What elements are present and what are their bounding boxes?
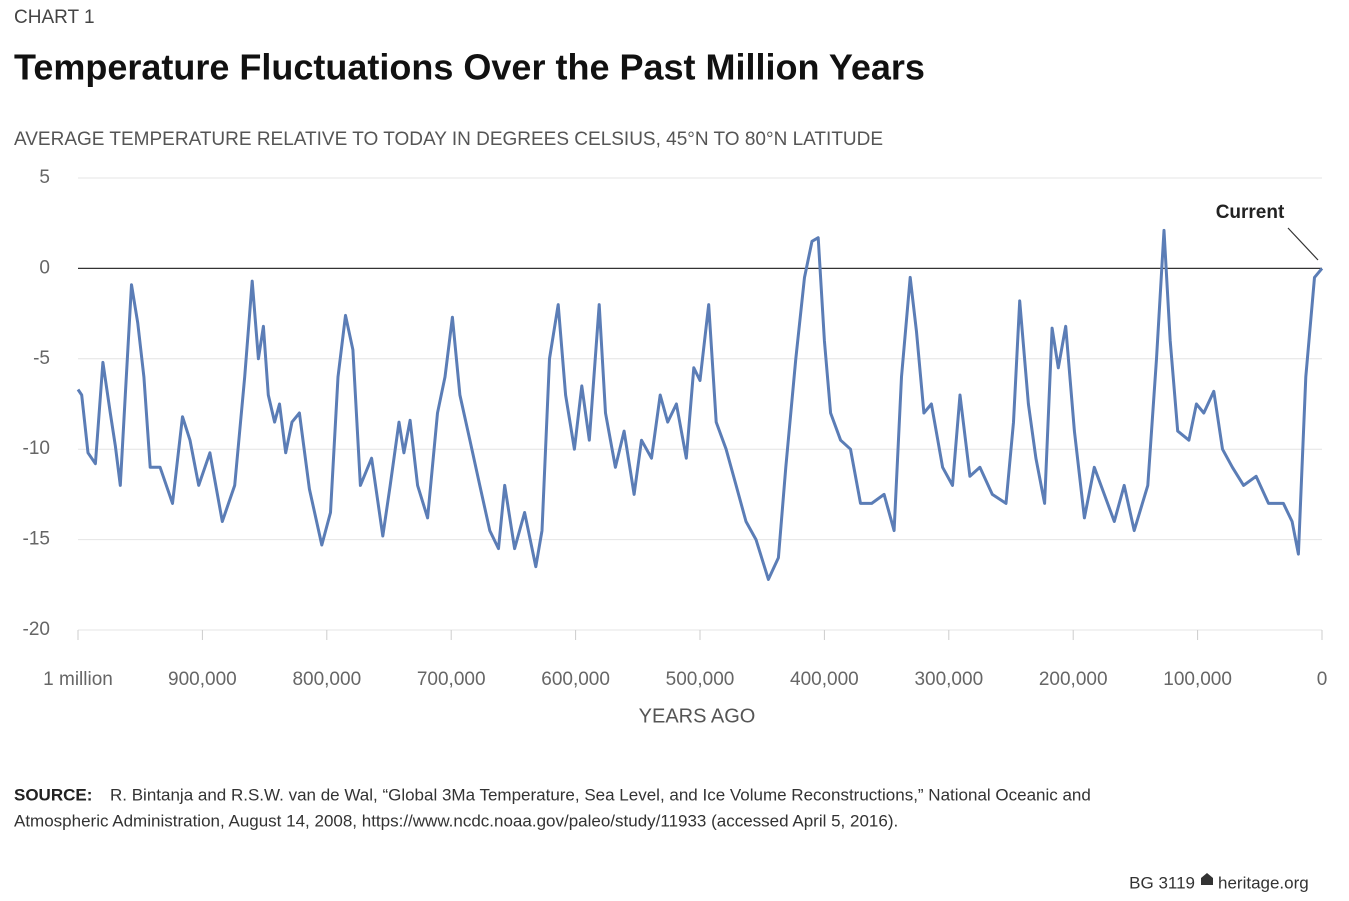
x-tick-label: 800,000 — [292, 669, 361, 690]
y-tick-label: -15 — [23, 529, 50, 550]
chart-title: Temperature Fluctuations Over the Past M… — [14, 47, 925, 88]
footer-id: BG 3119 — [1129, 873, 1195, 892]
x-tick-label: 500,000 — [666, 669, 735, 690]
y-tick-label: -20 — [23, 619, 50, 640]
x-tick-label: 1 million — [43, 669, 113, 690]
x-tick-label: 900,000 — [168, 669, 237, 690]
x-tick-label: 0 — [1317, 669, 1328, 690]
footer-site: heritage.org — [1218, 873, 1309, 892]
footer-icon — [1201, 873, 1213, 885]
source-text: R. Bintanja and R.S.W. van de Wal, “Glob… — [110, 785, 1091, 804]
chart-subtitle: AVERAGE TEMPERATURE RELATIVE TO TODAY IN… — [14, 129, 883, 150]
y-tick-label: 5 — [39, 167, 50, 188]
source-text: Atmospheric Administration, August 14, 2… — [14, 811, 898, 830]
x-tick-label: 600,000 — [541, 669, 610, 690]
x-tick-label: 700,000 — [417, 669, 486, 690]
y-tick-label: -5 — [33, 348, 50, 369]
x-tick-label: 400,000 — [790, 669, 859, 690]
chart-kicker: CHART 1 — [14, 7, 95, 28]
x-tick-label: 200,000 — [1039, 669, 1108, 690]
temperature-line — [76, 228, 1324, 581]
y-tick-label: -10 — [23, 438, 50, 459]
annotation-pointer — [1287, 227, 1319, 261]
source-label: SOURCE: — [14, 785, 92, 804]
annotation: Current — [1216, 202, 1285, 223]
x-axis-label: YEARS AGO — [639, 705, 756, 727]
x-tick-label: 100,000 — [1163, 669, 1232, 690]
x-tick-label: 300,000 — [914, 669, 983, 690]
y-tick-label: 0 — [39, 257, 50, 278]
